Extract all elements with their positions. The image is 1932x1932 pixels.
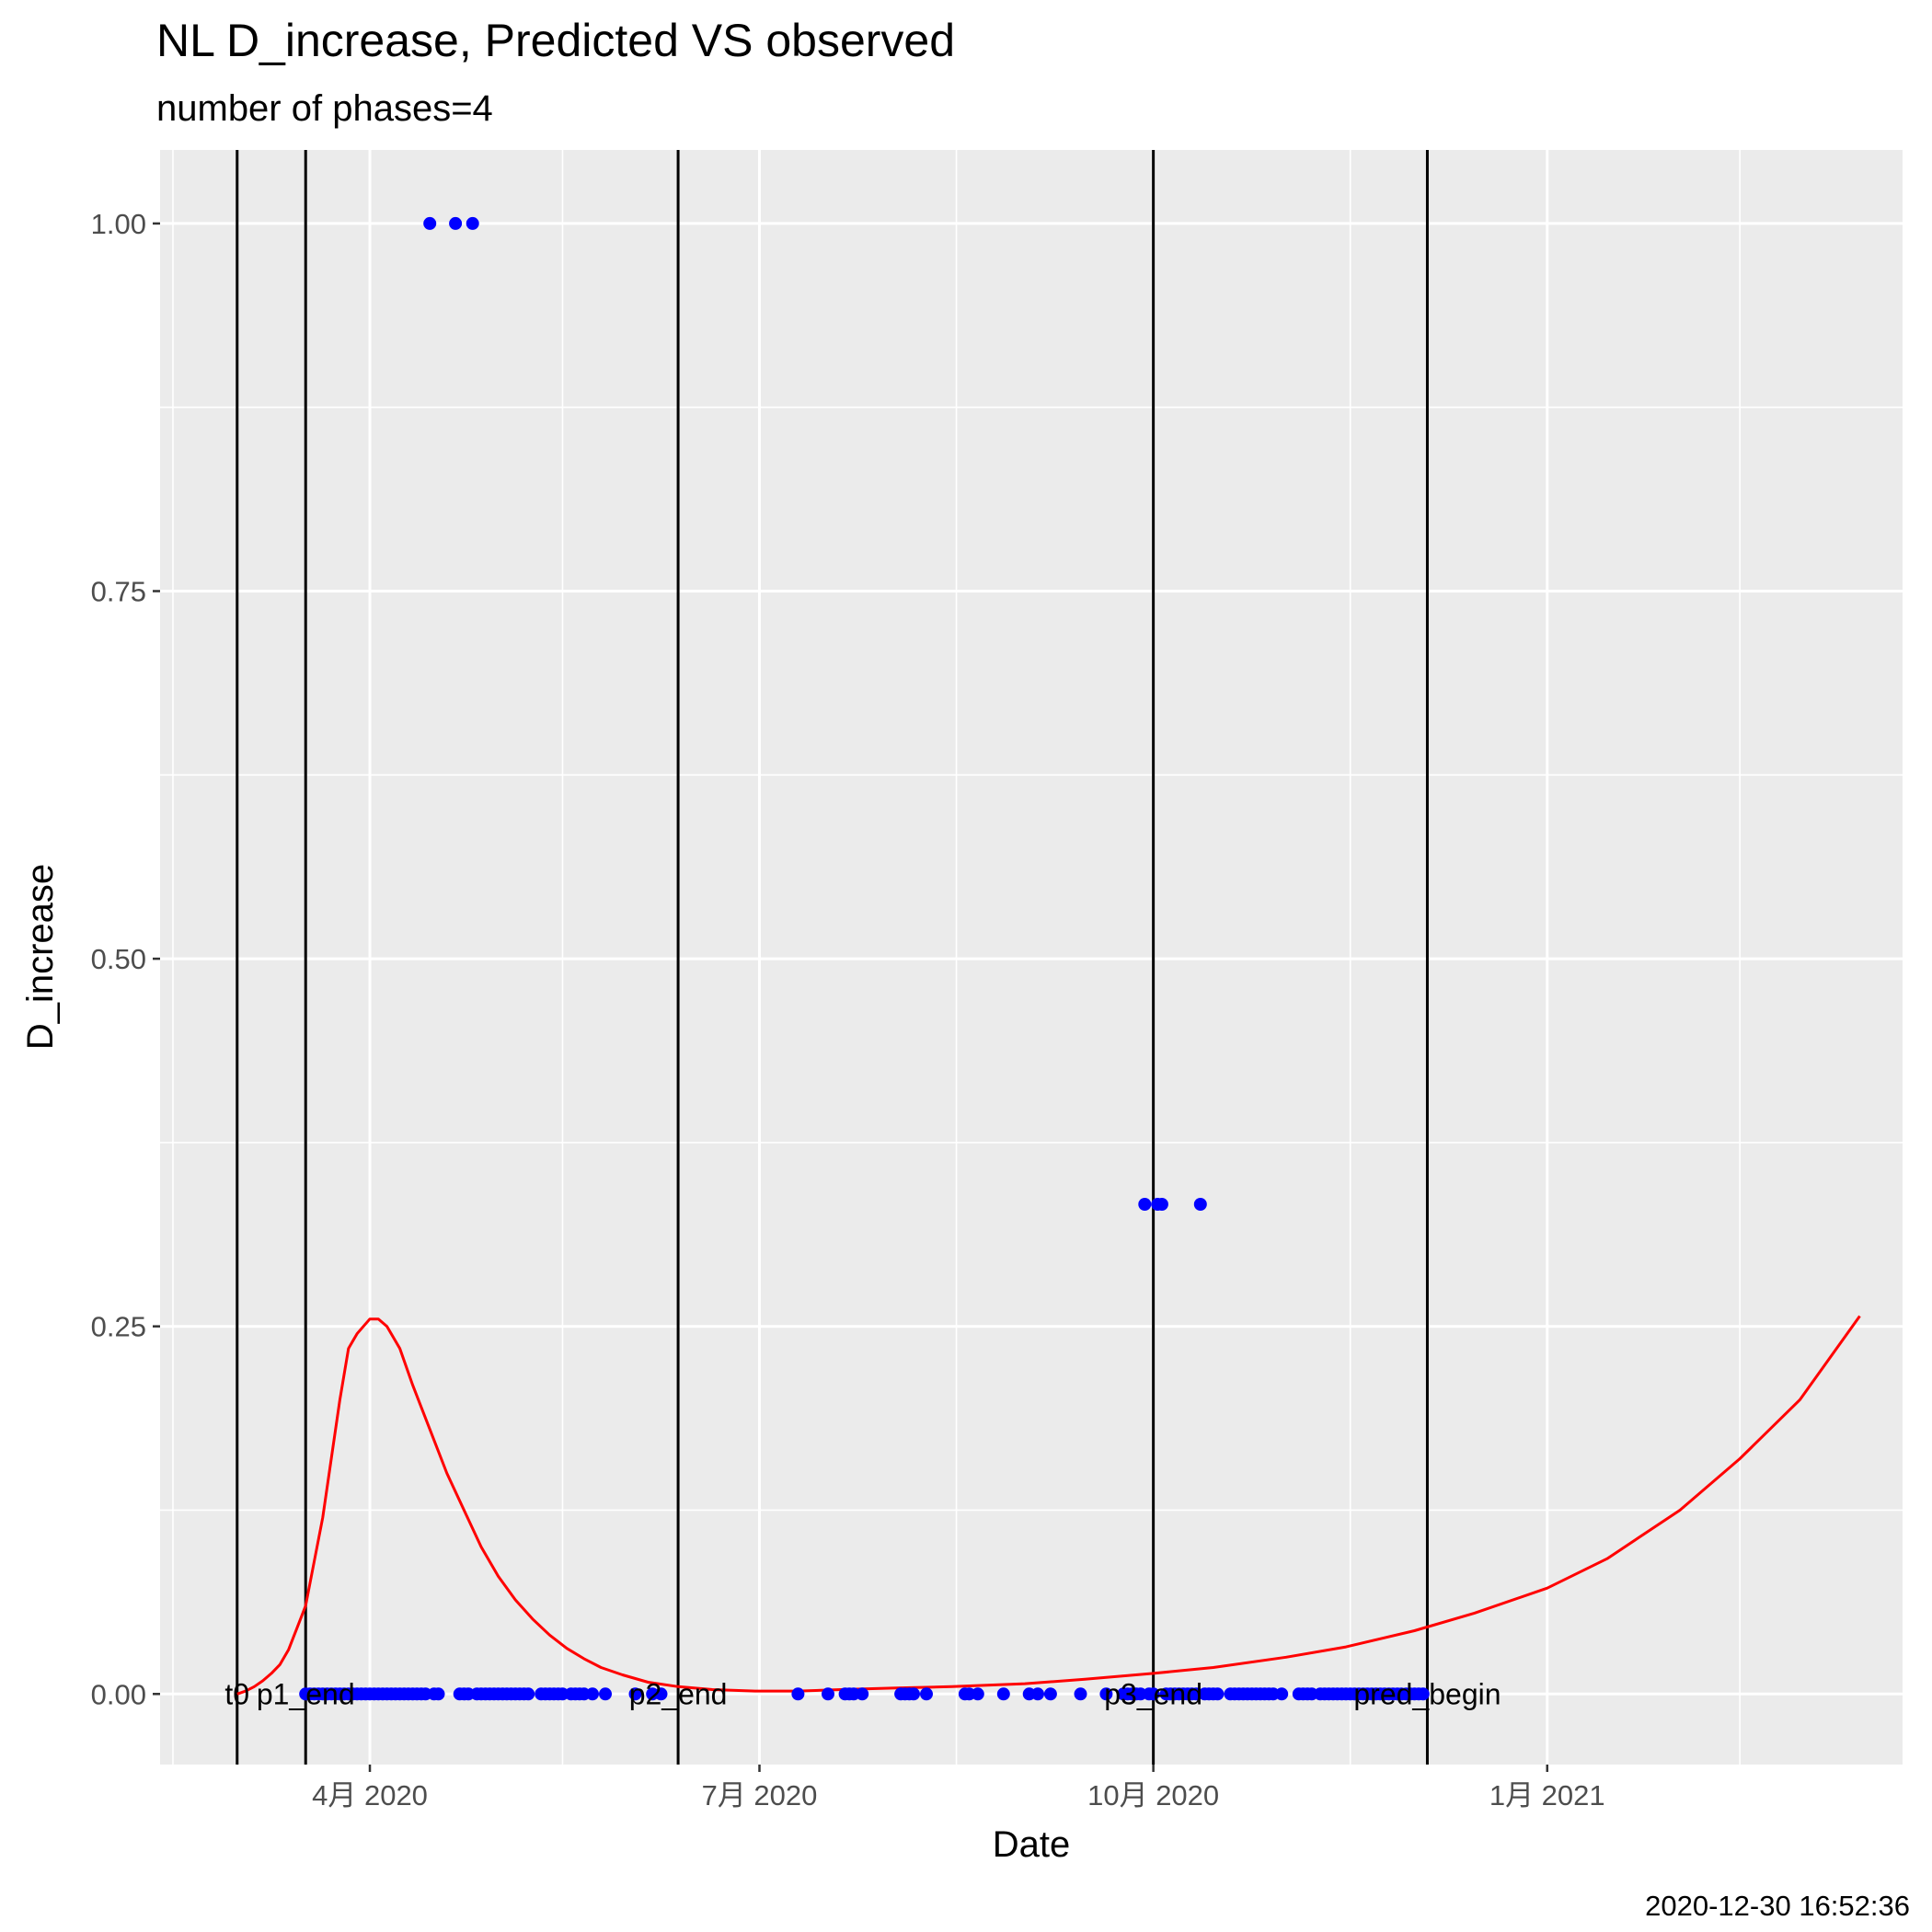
y-tick-label: 0.25 xyxy=(91,1311,146,1343)
observed-point xyxy=(628,1687,642,1701)
observed-point xyxy=(599,1687,612,1701)
observed-point xyxy=(1146,1687,1160,1701)
x-tick-label: 7月 2020 xyxy=(702,1779,818,1811)
observed-point xyxy=(586,1687,599,1701)
observed-point xyxy=(791,1687,805,1701)
phase-lines xyxy=(236,150,1429,1765)
chart-caption: 2020-12-30 16:52:36 xyxy=(1645,1890,1910,1922)
phase-label-pred-begin: pred_begin xyxy=(1353,1677,1501,1710)
observed-point xyxy=(1211,1687,1225,1701)
phase-label-p3-end: p3_end xyxy=(1104,1677,1202,1710)
prediction-curve-layer xyxy=(236,1315,1861,1696)
observed-point xyxy=(1043,1687,1057,1701)
observed-point xyxy=(907,1687,920,1701)
chart-subtitle: number of phases=4 xyxy=(156,88,493,129)
x-tick-label: 10月 2020 xyxy=(1087,1779,1219,1811)
observed-point xyxy=(996,1687,1010,1701)
y-tick-label: 0.00 xyxy=(91,1678,146,1710)
observed-point xyxy=(1155,1198,1168,1211)
observed-point xyxy=(822,1687,834,1701)
minor-gridlines xyxy=(160,150,1903,1765)
prediction-curve xyxy=(236,1315,1861,1696)
observed-point xyxy=(466,216,479,230)
phase-label-t0: t0 xyxy=(224,1677,249,1710)
phase-labels: t0 p1_end p2_end p3_end pred_begin xyxy=(224,1677,1501,1710)
y-axis-title: D_increase xyxy=(20,864,61,1050)
x-tick-label: 1月 2021 xyxy=(1489,1779,1605,1811)
observed-point xyxy=(1099,1687,1113,1701)
plot-panel xyxy=(160,150,1903,1765)
y-tick-label: 0.75 xyxy=(91,576,146,608)
y-tick-label: 1.00 xyxy=(91,208,146,240)
observed-points-layer xyxy=(299,216,1430,1701)
observed-point xyxy=(856,1687,869,1701)
observed-point xyxy=(1074,1687,1087,1701)
observed-point xyxy=(423,216,437,230)
observed-point xyxy=(522,1687,535,1701)
phase-label-p2-end: p2_end xyxy=(629,1677,728,1710)
x-axis: 4月 2020 7月 2020 10月 2020 1月 2021 xyxy=(312,1765,1605,1811)
y-axis: 0.00 0.25 0.50 0.75 1.00 xyxy=(91,208,160,1710)
observed-point xyxy=(431,1687,445,1701)
observed-point xyxy=(1193,1198,1207,1211)
observed-point xyxy=(1275,1687,1289,1701)
x-tick-label: 4月 2020 xyxy=(312,1779,428,1811)
observed-point xyxy=(1031,1687,1044,1701)
observed-point xyxy=(1416,1687,1430,1701)
observed-point xyxy=(1138,1198,1152,1211)
observed-point xyxy=(920,1687,933,1701)
chart-title: NL D_increase, Predicted VS observed xyxy=(156,15,955,66)
x-axis-title: Date xyxy=(993,1824,1071,1865)
observed-point xyxy=(971,1687,984,1701)
observed-point xyxy=(449,216,463,230)
phase-label-p1-end: p1_end xyxy=(257,1677,355,1710)
observed-point xyxy=(654,1687,668,1701)
y-tick-label: 0.50 xyxy=(91,943,146,975)
